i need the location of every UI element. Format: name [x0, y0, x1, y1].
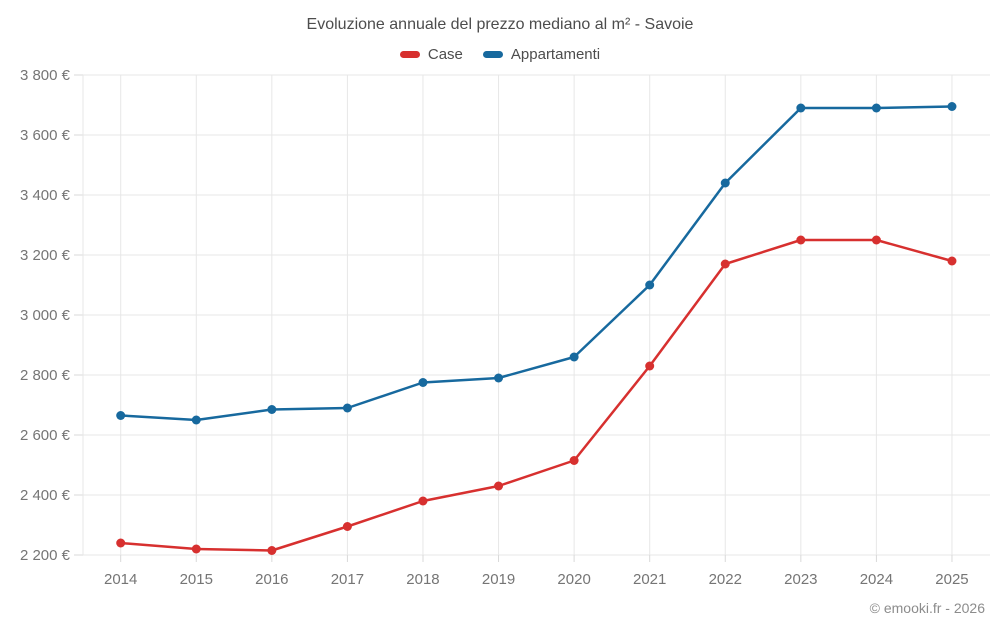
data-point-case-2014[interactable]: [116, 538, 126, 548]
data-point-case-2021[interactable]: [645, 361, 655, 371]
appartamenti-series-marker-icon: [482, 51, 503, 58]
data-point-appartamenti-2018[interactable]: [418, 378, 428, 387]
data-point-case-2017[interactable]: [342, 522, 352, 531]
x-axis-label: 2024: [860, 571, 893, 588]
copyright-credit: © emooki.fr - 2026: [869, 600, 985, 616]
y-axis-label: 3 000 €: [20, 307, 71, 324]
legend-label-case: Case: [427, 46, 463, 63]
x-axis-label: 2019: [482, 571, 515, 588]
data-point-appartamenti-2025[interactable]: [947, 102, 957, 111]
data-point-case-2024[interactable]: [871, 235, 881, 245]
data-point-appartamenti-2024[interactable]: [871, 103, 881, 113]
data-point-appartamenti-2016[interactable]: [267, 405, 277, 414]
y-axis-label: 3 400 €: [20, 187, 71, 204]
x-axis-label: 2016: [255, 571, 288, 588]
x-axis-label: 2018: [406, 571, 439, 588]
x-axis-label: 2022: [709, 571, 742, 588]
chart-legend: Case Appartamenti: [0, 46, 1000, 63]
y-axis-label: 3 200 €: [20, 247, 71, 264]
series-line-case: [119, 238, 954, 552]
x-axis-label: 2021: [633, 571, 666, 588]
data-point-appartamenti-2015[interactable]: [191, 415, 201, 425]
data-point-appartamenti-2019[interactable]: [494, 373, 504, 383]
data-point-appartamenti-2022[interactable]: [720, 178, 730, 188]
data-point-case-2016[interactable]: [267, 546, 277, 555]
x-axis-label: 2017: [331, 571, 364, 588]
data-point-case-2023[interactable]: [796, 235, 806, 245]
case-series-marker-icon: [399, 51, 420, 58]
data-point-appartamenti-2017[interactable]: [342, 403, 352, 413]
legend-label-appartamenti: Appartamenti: [510, 46, 601, 63]
x-axis-label: 2014: [104, 571, 137, 588]
x-axis-label: 2025: [935, 571, 968, 588]
data-point-case-2022[interactable]: [720, 259, 730, 269]
data-point-case-2018[interactable]: [418, 496, 428, 506]
data-point-case-2020[interactable]: [569, 456, 579, 465]
x-axis-label: 2015: [180, 571, 213, 588]
legend-item-case[interactable]: Case: [399, 46, 463, 63]
data-point-appartamenti-2021[interactable]: [645, 280, 655, 290]
series-line-appartamenti: [119, 105, 954, 422]
data-point-appartamenti-2020[interactable]: [569, 352, 579, 362]
legend-item-appartamenti[interactable]: Appartamenti: [482, 46, 601, 63]
data-point-appartamenti-2023[interactable]: [796, 103, 806, 113]
y-axis-label: 2 800 €: [20, 367, 71, 384]
x-axis-label: 2020: [557, 571, 590, 588]
y-axis-label: 2 200 €: [20, 547, 71, 564]
chart-title: Evoluzione annuale del prezzo mediano al…: [306, 16, 694, 33]
data-point-case-2015[interactable]: [191, 544, 201, 554]
data-point-case-2025[interactable]: [947, 256, 957, 266]
y-axis-label: 3 600 €: [20, 127, 71, 144]
data-point-case-2019[interactable]: [494, 481, 504, 491]
y-axis-label: 3 800 €: [20, 67, 71, 84]
y-axis-label: 2 400 €: [20, 487, 71, 504]
data-point-appartamenti-2014[interactable]: [116, 411, 126, 420]
x-axis-label: 2023: [784, 571, 817, 588]
y-axis-label: 2 600 €: [20, 427, 71, 444]
